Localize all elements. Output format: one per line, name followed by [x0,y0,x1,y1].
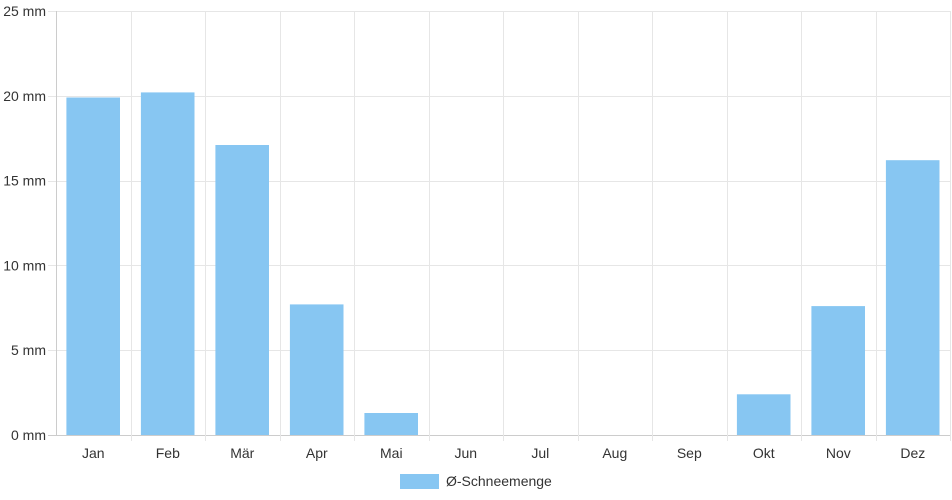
y-tick-label: 0 mm [11,427,46,443]
x-tick-label: Feb [156,445,180,461]
legend-label: Ø-Schneemenge [446,473,552,489]
y-tick-label: 25 mm [3,3,46,19]
x-axis-tick-labels: Jan Feb Mär Apr Mai Jun Jul Aug Sep Okt Nov Dez [82,445,925,461]
legend[interactable]: Ø-Schneemenge [400,473,552,489]
bar-jan[interactable] [66,97,120,436]
legend-swatch [400,473,439,489]
x-tick-label: Okt [753,445,775,461]
x-tick-label: Nov [826,445,851,461]
y-tick-label: 5 mm [11,342,46,358]
grid-lines [48,11,951,441]
bar-okt[interactable] [736,394,791,435]
bar-nov[interactable] [811,306,865,435]
bar-apr[interactable] [289,304,344,435]
bar-feb[interactable] [140,92,195,436]
bar-mai[interactable] [364,413,418,435]
x-tick-label: Jan [82,445,105,461]
y-tick-label: 20 mm [3,88,46,104]
bar-series [66,92,940,436]
y-tick-label: 15 mm [3,173,46,189]
y-axis-tick-labels: 0 mm 5 mm 10 mm 15 mm 20 mm 25 mm [3,3,46,443]
x-tick-label: Aug [602,445,627,461]
bar-mär[interactable] [215,145,269,435]
bar-dez[interactable] [885,160,940,435]
x-tick-label: Jun [455,445,478,461]
x-tick-label: Mär [230,445,254,461]
x-tick-label: Sep [677,445,702,461]
x-tick-label: Apr [306,445,328,461]
x-tick-label: Jul [531,445,549,461]
x-tick-label: Dez [900,445,925,461]
y-tick-label: 10 mm [3,257,46,273]
x-tick-label: Mai [380,445,403,461]
